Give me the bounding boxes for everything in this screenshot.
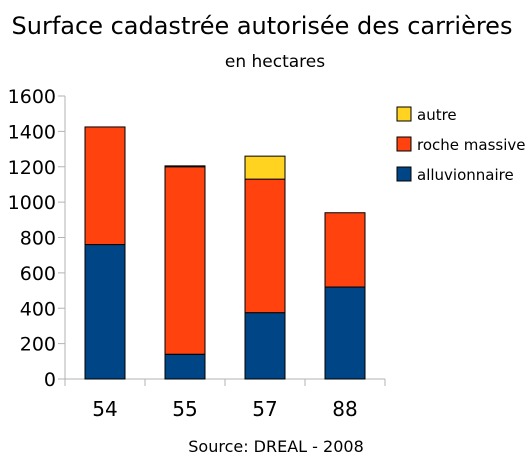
x-tick-label: 55 xyxy=(172,397,197,421)
bar-54-alluvionnaire xyxy=(84,244,126,380)
x-tick-label: 88 xyxy=(332,397,357,421)
y-axis-ticks: 0 200 400 600 800 1000 1200 1400 1600 xyxy=(8,86,65,391)
chart-title: Surface cadastrée autorisée des carrière… xyxy=(12,12,513,40)
y-tick-label: 1400 xyxy=(8,121,56,143)
y-tick-label: 0 xyxy=(44,369,56,391)
bar-57-autre xyxy=(244,155,286,180)
chart-subtitle: en hectares xyxy=(225,52,325,72)
chart-source: Source: DREAL - 2008 xyxy=(188,437,364,456)
legend-swatch-autre xyxy=(396,106,412,122)
y-tick-label: 1600 xyxy=(8,86,56,108)
bar-88-roche-massive xyxy=(324,212,366,288)
y-tick-label: 1200 xyxy=(8,157,56,179)
bar-57-alluvionnaire xyxy=(244,312,286,380)
legend: autre roche massive alluvionnaire xyxy=(396,106,525,184)
bar-88-alluvionnaire xyxy=(324,286,366,380)
bar-55-autre xyxy=(164,165,206,168)
legend-swatch-alluvionnaire xyxy=(396,166,412,182)
legend-label: autre xyxy=(417,106,457,124)
legend-swatch-roche-massive xyxy=(396,136,412,152)
bar-54-roche-massive xyxy=(84,126,126,246)
y-tick-label: 1000 xyxy=(8,192,56,214)
y-tick-label: 800 xyxy=(20,228,56,250)
y-tick-label: 400 xyxy=(20,298,56,320)
y-tick-label: 200 xyxy=(20,334,56,356)
x-tick-label: 54 xyxy=(92,397,117,421)
legend-label: roche massive xyxy=(417,136,525,154)
bar-55-alluvionnaire xyxy=(164,353,206,380)
x-tick-label: 57 xyxy=(252,397,277,421)
legend-label: alluvionnaire xyxy=(417,166,514,184)
bar-57-roche-massive xyxy=(244,178,286,314)
plot-area: 0 200 400 600 800 1000 1200 1400 1600 54 55 57 88 xyxy=(8,86,386,421)
bar-55-roche-massive xyxy=(164,166,206,355)
x-axis-ticks: 54 55 57 88 xyxy=(64,379,386,421)
y-tick-label: 600 xyxy=(20,263,56,285)
bars xyxy=(84,126,366,380)
